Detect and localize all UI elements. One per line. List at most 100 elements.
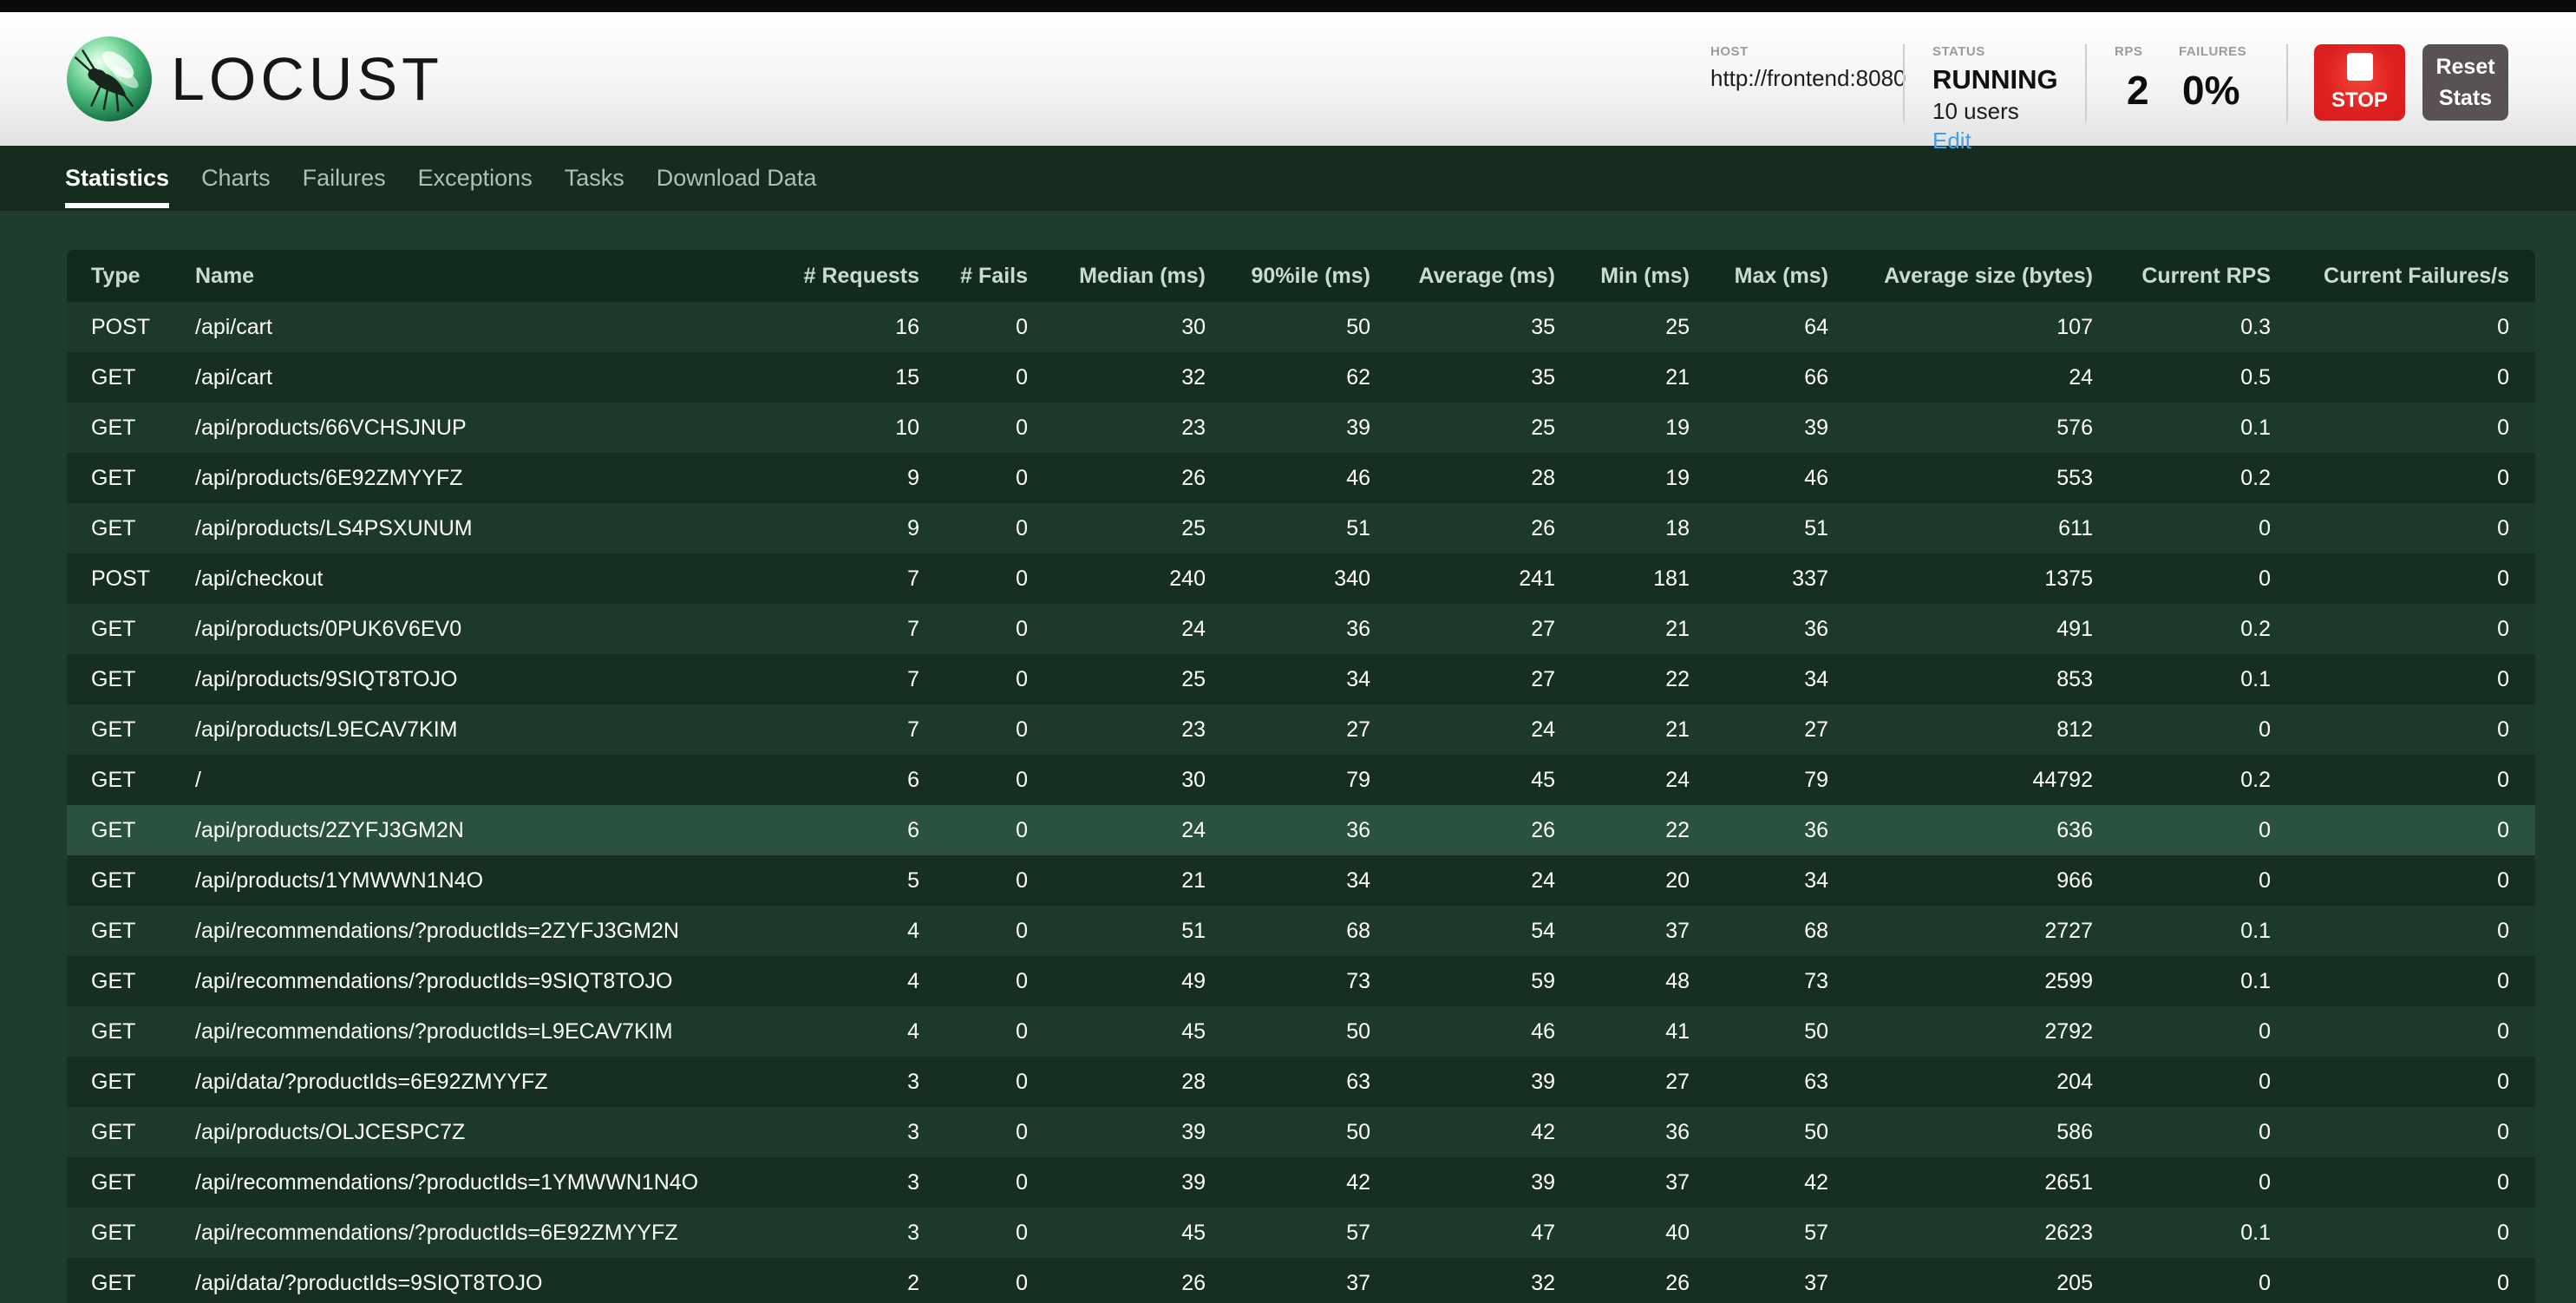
table-row[interactable]: GET/api/products/OLJCESPC7Z 3 0 39 50 42 36 50 5… (67, 1107, 2535, 1157)
cell-value: 966 (2056, 868, 2093, 893)
cell-value: 27 (1665, 1069, 1690, 1094)
stop-square-icon (2346, 52, 2373, 81)
cell-value: 0 (2497, 364, 2509, 390)
table-row[interactable]: GET/api/products/1YMWWN1N4O 5 0 21 34 24 20 34 9… (67, 855, 2535, 906)
cell-value: 37 (1346, 1270, 1370, 1295)
cell-name: /api/products/OLJCESPC7Z (195, 1119, 466, 1144)
table-row[interactable]: GET/api/recommendations/?productIds=6E92… (67, 1208, 2535, 1258)
cell-value: 16 (895, 314, 919, 339)
table-row[interactable]: GET/api/recommendations/?productIds=9SIQ… (67, 956, 2535, 1006)
cell-type: POST (91, 566, 151, 591)
table-row[interactable]: GET/api/recommendations/?productIds=2ZYF… (67, 906, 2535, 956)
table-row[interactable]: POST/api/checkout 7 0 240 340 241 181 337 1375 0 0 (67, 553, 2535, 604)
col-header-type[interactable]: Type (67, 250, 195, 302)
cell-value: 34 (1804, 868, 1828, 893)
cell-name: /api/products/L9ECAV7KIM (195, 717, 458, 742)
table-row[interactable]: GET/api/products/66VCHSJNUP 10 0 23 39 25 19 39… (67, 403, 2535, 453)
stop-button[interactable]: STOP (2314, 44, 2405, 121)
cell-value: 39 (1804, 415, 1828, 440)
cell-value: 26 (1665, 1270, 1690, 1295)
user-count: 10 users (1932, 98, 2019, 125)
reset-stats-button[interactable]: Reset Stats (2422, 44, 2508, 121)
table-row[interactable]: GET/api/products/2ZYFJ3GM2N 6 0 24 36 26 22 36 6… (67, 805, 2535, 855)
cell-value: 26 (1181, 1270, 1206, 1295)
cell-name: /api/products/2ZYFJ3GM2N (195, 817, 464, 842)
cell-value: 205 (2056, 1270, 2093, 1295)
table-row[interactable]: GET/api/data/?productIds=9SIQT8TOJO 2 0 26 3… (67, 1258, 2535, 1303)
cell-value: 35 (1531, 364, 1555, 390)
cell-value: 24 (1665, 767, 1690, 792)
cell-value: 42 (1804, 1169, 1828, 1195)
cell-value: 62 (1346, 364, 1370, 390)
edit-link[interactable]: Edit (1932, 128, 1971, 154)
col-header-fails[interactable]: # Fails (919, 250, 1028, 302)
cell-value: 586 (2056, 1119, 2093, 1144)
cell-name: /api/recommendations/?productIds=1YMWWN1… (195, 1169, 699, 1195)
cell-value: 7 (907, 616, 919, 641)
col-header-name[interactable]: Name (195, 250, 785, 302)
locust-logo: LOCUST (65, 35, 443, 123)
table-row[interactable]: POST/api/cart 16 0 30 50 35 25 64 107 0.3 0 (67, 302, 2535, 352)
cell-value: 68 (1346, 918, 1370, 943)
tab-charts[interactable]: Charts (201, 165, 271, 191)
cell-value: 63 (1346, 1069, 1370, 1094)
cell-value: 57 (1804, 1220, 1828, 1245)
rps-label: RPS (2115, 44, 2143, 59)
cell-value: 42 (1346, 1169, 1370, 1195)
cell-value: 337 (1792, 566, 1828, 591)
col-header-90ile[interactable]: 90%ile (ms) (1206, 250, 1370, 302)
cell-value: 37 (1665, 1169, 1690, 1195)
cell-value: 0 (2259, 817, 2271, 842)
cell-name: /api/cart (195, 314, 272, 339)
table-row[interactable]: GET/api/products/LS4PSXUNUM 9 0 25 51 26 18 51 6… (67, 503, 2535, 553)
cell-value: 24 (1531, 717, 1555, 742)
cell-type: GET (91, 1069, 136, 1094)
status-box: STATUS RUNNING 10 users Edit (1932, 44, 2085, 154)
stats-table-body: POST/api/cart 16 0 30 50 35 25 64 107 0.3 0 GET/api… (67, 302, 2535, 1303)
table-row[interactable]: GET/api/cart 15 0 32 62 35 21 66 24 0.5 0 (67, 352, 2535, 403)
tab-statistics[interactable]: Statistics (65, 146, 170, 211)
table-row[interactable]: GET/api/data/?productIds=6E92ZMYYFZ 3 0 28 6… (67, 1057, 2535, 1107)
cell-value: 0 (1016, 817, 1028, 842)
cell-value: 240 (1169, 566, 1206, 591)
table-row[interactable]: GET/api/products/L9ECAV7KIM 7 0 23 27 24 21 27 8… (67, 704, 2535, 755)
cell-value: 39 (1181, 1169, 1206, 1195)
col-header-avg-size[interactable]: Average size (bytes) (1828, 250, 2093, 302)
col-header-min[interactable]: Min (ms) (1555, 250, 1690, 302)
col-header-average[interactable]: Average (ms) (1370, 250, 1555, 302)
tab-download-data[interactable]: Download Data (656, 165, 817, 191)
cell-value: 9 (907, 515, 919, 540)
cell-name: /api/products/0PUK6V6EV0 (195, 616, 462, 641)
cell-value: 39 (1531, 1069, 1555, 1094)
cell-value: 1375 (2044, 566, 2093, 591)
cell-value: 0 (1016, 314, 1028, 339)
cell-value: 25 (1181, 515, 1206, 540)
col-header-requests[interactable]: # Requests (785, 250, 919, 302)
col-header-current-rps[interactable]: Current RPS (2093, 250, 2271, 302)
cell-value: 0 (1016, 1169, 1028, 1195)
cell-value: 73 (1804, 968, 1828, 993)
cell-value: 21 (1665, 717, 1690, 742)
table-row[interactable]: GET/api/recommendations/?productIds=L9EC… (67, 1006, 2535, 1057)
col-header-max[interactable]: Max (ms) (1690, 250, 1828, 302)
tab-exceptions[interactable]: Exceptions (417, 165, 533, 191)
cell-value: 340 (1334, 566, 1370, 591)
col-header-current-failures[interactable]: Current Failures/s (2271, 250, 2535, 302)
table-row[interactable]: GET/api/products/0PUK6V6EV0 7 0 24 36 27 21 36 4… (67, 604, 2535, 654)
cell-value: 24 (1531, 868, 1555, 893)
tab-tasks[interactable]: Tasks (564, 165, 624, 191)
cell-value: 36 (1346, 616, 1370, 641)
failures-box: FAILURES 0% (2179, 44, 2286, 114)
cell-value: 0.2 (2240, 616, 2271, 641)
table-row[interactable]: GET/api/recommendations/?productIds=1YMW… (67, 1157, 2535, 1208)
col-header-median[interactable]: Median (ms) (1028, 250, 1206, 302)
table-row[interactable]: GET / 6 0 30 79 45 24 79 44792 0.2 0 (67, 755, 2535, 805)
table-row[interactable]: GET/api/products/9SIQT8TOJO 7 0 25 34 27 22 34 8… (67, 654, 2535, 704)
cell-value: 3 (907, 1220, 919, 1245)
table-row[interactable]: GET/api/products/6E92ZMYYFZ 9 0 26 46 28 19 46 5… (67, 453, 2535, 503)
cell-value: 27 (1804, 717, 1828, 742)
tab-failures[interactable]: Failures (302, 165, 386, 191)
cell-value: 0 (2259, 515, 2271, 540)
cell-value: 46 (1531, 1018, 1555, 1044)
cell-value: 18 (1665, 515, 1690, 540)
